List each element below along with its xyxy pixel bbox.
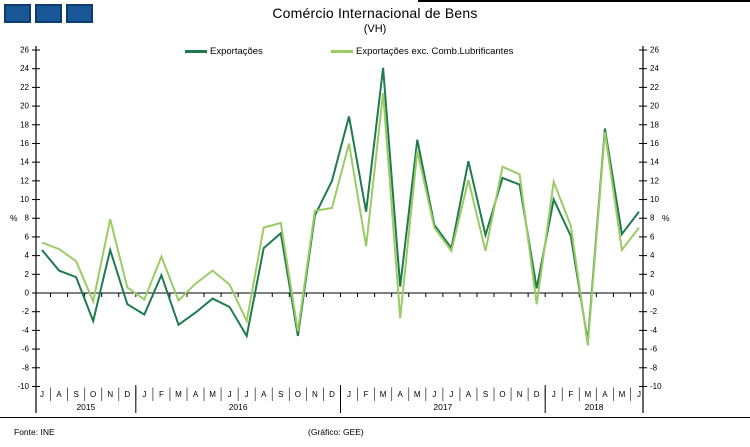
logo-square [66, 4, 93, 23]
y-axis-label-right: -8 [650, 363, 658, 372]
y-axis-label-right: -10 [650, 382, 662, 391]
y-axis-label-right: 26 [650, 46, 659, 55]
x-month-label: M [209, 390, 216, 399]
x-month-label: A [56, 390, 62, 399]
y-axis-label-left: 6 [25, 232, 30, 241]
x-month-label: S [278, 390, 283, 399]
y-axis-label-left: 2 [25, 270, 30, 279]
logo-square [4, 4, 31, 23]
series-line-exportacoes [41, 67, 640, 342]
y-axis-label-right: 0 [650, 289, 655, 298]
top-border-line [418, 0, 750, 2]
y-axis-label-right: 6 [650, 232, 655, 241]
series-line-exportacoes-exc [41, 92, 640, 346]
x-month-label: O [499, 390, 505, 399]
x-month-label: D [534, 390, 540, 399]
chart-title: Comércio Internacional de Bens [272, 5, 478, 21]
x-month-label: A [261, 390, 267, 399]
y-axis-label-left: 24 [20, 64, 29, 73]
y-axis-label-left: 14 [20, 158, 29, 167]
y-axis-label-left: 12 [20, 176, 29, 185]
y-axis-label-left: 10 [20, 195, 29, 204]
x-month-label: S [483, 390, 488, 399]
legend-swatch-exportacoes-exc [331, 50, 353, 53]
x-month-label: M [619, 390, 626, 399]
y-axis-label-left: 16 [20, 139, 29, 148]
legend-swatch-exportacoes [185, 50, 207, 53]
x-month-label: O [295, 390, 301, 399]
x-month-label: J [347, 390, 351, 399]
y-axis-label-right: -6 [650, 345, 658, 354]
y-axis-label-right: 16 [650, 139, 659, 148]
y-axis-label-left: -2 [22, 307, 30, 316]
y-axis-label-right: 24 [650, 64, 659, 73]
x-month-label: O [90, 390, 96, 399]
logo [4, 4, 93, 23]
x-month-label: J [637, 390, 641, 399]
x-year-label: 2015 [76, 402, 95, 412]
x-month-label: A [466, 390, 472, 399]
x-month-label: D [124, 390, 130, 399]
y-axis-label-left: 8 [25, 214, 30, 223]
x-month-label: F [568, 390, 573, 399]
x-month-label: M [380, 390, 387, 399]
y-axis-label-left: -6 [22, 345, 30, 354]
chart-subtitle: (VH) [363, 23, 387, 35]
y-axis-label-right: 8 [650, 214, 655, 223]
x-month-label: J [449, 390, 453, 399]
x-month-label: J [432, 390, 436, 399]
y-axis-label-right: 10 [650, 195, 659, 204]
legend-label-exportacoes-exc: Exportações exc. Comb.Lubrificantes [356, 46, 514, 57]
x-month-label: N [517, 390, 523, 399]
footer-divider-line [0, 417, 750, 418]
y-axis-unit-left: % [10, 213, 18, 223]
y-axis-label-right: 22 [650, 83, 659, 92]
y-axis-label-left: 26 [20, 46, 29, 55]
credit-note: (Gráfico: GEE) [308, 427, 364, 437]
x-month-label: J [245, 390, 249, 399]
y-axis-label-left: -4 [22, 326, 30, 335]
x-month-label: D [329, 390, 335, 399]
x-month-label: N [107, 390, 113, 399]
logo-square [35, 4, 62, 23]
x-year-label: 2017 [433, 402, 452, 412]
source-note: Fonte: INE [14, 427, 55, 437]
y-axis-label-left: -8 [22, 363, 30, 372]
legend-label-exportacoes: Exportações [210, 46, 263, 57]
x-month-label: J [552, 390, 556, 399]
y-axis-label-right: 2 [650, 270, 655, 279]
y-axis-label-right: 4 [650, 251, 655, 260]
x-month-label: M [414, 390, 421, 399]
x-month-label: F [159, 390, 164, 399]
y-axis-label-right: 20 [650, 102, 659, 111]
y-axis-label-right: -2 [650, 307, 658, 316]
y-axis-label-left: 4 [25, 251, 30, 260]
x-month-label: F [364, 390, 369, 399]
x-month-label: A [193, 390, 199, 399]
y-axis-label-left: 20 [20, 102, 29, 111]
x-month-label: M [584, 390, 591, 399]
x-month-label: J [142, 390, 146, 399]
y-axis-label-left: -10 [17, 382, 29, 391]
x-month-label: A [602, 390, 608, 399]
y-axis-label-right: 14 [650, 158, 659, 167]
y-axis-label-left: 0 [25, 289, 30, 298]
x-month-label: M [175, 390, 182, 399]
y-axis-unit-right: % [662, 213, 670, 223]
y-axis-label-left: 18 [20, 120, 29, 129]
y-axis-label-right: -4 [650, 326, 658, 335]
x-month-label: A [398, 390, 404, 399]
x-year-label: 2016 [229, 402, 248, 412]
x-month-label: J [40, 390, 44, 399]
x-month-label: N [312, 390, 318, 399]
y-axis-label-right: 18 [650, 120, 659, 129]
y-axis-label-right: 12 [650, 176, 659, 185]
legend-item-exportacoes: Exportações [185, 46, 263, 57]
x-month-label: J [228, 390, 232, 399]
legend-item-exportacoes-exc: Exportações exc. Comb.Lubrificantes [331, 46, 513, 57]
x-month-label: S [73, 390, 78, 399]
x-year-label: 2018 [585, 402, 604, 412]
y-axis-label-left: 22 [20, 83, 29, 92]
